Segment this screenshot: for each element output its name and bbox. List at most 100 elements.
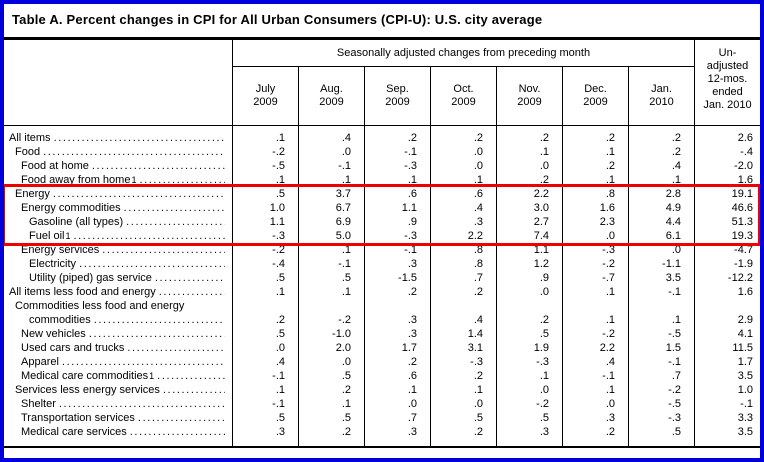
cell-month-value: .6 xyxy=(364,187,430,201)
month-year: 2009 xyxy=(517,96,542,108)
month-name: Dec. xyxy=(584,83,607,95)
cell-month-value: 2.8 xyxy=(628,187,694,201)
month-year: 2010 xyxy=(649,96,674,108)
cell-month-value: -.4 xyxy=(232,257,298,271)
month-name: Jan. xyxy=(651,83,672,95)
row-label-cell: Electricity.............................… xyxy=(4,257,232,271)
row-label-text: Fuel oil xyxy=(29,230,65,242)
row-label-cell: New vehicles............................… xyxy=(4,327,232,341)
cell-month-value: .3 xyxy=(496,425,562,446)
cell-month-value: .5 xyxy=(628,425,694,446)
month-year: 2009 xyxy=(319,96,344,108)
cell-month-value: .3 xyxy=(364,299,430,327)
cell-month-value: -.2 xyxy=(298,299,364,327)
dot-leader: ........................................… xyxy=(154,272,225,284)
dot-leader: ........................................… xyxy=(52,188,225,200)
cell-month-value: -1.5 xyxy=(364,271,430,285)
cell-month-value: .0 xyxy=(562,229,628,243)
cell-month-value: .1 xyxy=(232,173,298,187)
row-label-text: Electricity xyxy=(29,258,77,270)
cell-month-value: .0 xyxy=(496,285,562,299)
cell-month-value: .1 xyxy=(628,173,694,187)
cell-month-value: 2.2 xyxy=(562,341,628,355)
dot-leader: ........................................… xyxy=(91,160,225,172)
header-month-nov-2009: Nov. 2009 xyxy=(496,67,562,125)
cell-month-value: 3.0 xyxy=(496,201,562,215)
cell-month-value: -.2 xyxy=(232,243,298,257)
table-title: Table A. Percent changes in CPI for All … xyxy=(12,12,543,27)
cell-month-value: -.1 xyxy=(364,243,430,257)
cell-month-value: -.5 xyxy=(232,159,298,173)
cell-month-value: .1 xyxy=(562,285,628,299)
dot-leader: ........................................… xyxy=(158,286,225,298)
row-label-cell: Fuel oil 1...............................… xyxy=(29,230,225,242)
table-header: Seasonally adjusted changes from precedi… xyxy=(4,37,760,126)
cell-unadjusted-12mos: 11.5 xyxy=(694,341,760,355)
cell-month-value: .0 xyxy=(496,159,562,173)
cell-month-value: 2.2 xyxy=(496,187,562,201)
cell-month-value: .5 xyxy=(232,187,298,201)
cell-month-value: 6.9 xyxy=(298,215,364,229)
dot-leader: ........................................… xyxy=(79,258,225,270)
cell-month-value: .7 xyxy=(364,411,430,425)
dot-leader: ........................................… xyxy=(61,356,225,368)
header-month-aug-2009: Aug. 2009 xyxy=(298,67,364,125)
cell-month-value: .8 xyxy=(430,257,496,271)
cell-month-value: -.3 xyxy=(628,411,694,425)
cell-month-value: .2 xyxy=(430,425,496,446)
header-unadjusted-line: Jan. 2010 xyxy=(703,99,752,111)
cell-month-value: .6 xyxy=(430,187,496,201)
cell-month-value: 4.9 xyxy=(628,201,694,215)
cell-month-value: .5 xyxy=(430,411,496,425)
cell-month-value: .3 xyxy=(562,411,628,425)
month-name: Nov. xyxy=(518,83,541,95)
row-label-cell: Used cars and trucks....................… xyxy=(4,341,232,355)
row-label-cell: Utility (piped) gas service.............… xyxy=(4,271,232,285)
cell-month-value: .2 xyxy=(628,145,694,159)
cell-month-value: -.1 xyxy=(298,159,364,173)
cell-month-value: .2 xyxy=(562,126,628,145)
cell-month-value: 1.1 xyxy=(496,243,562,257)
cell-month-value: 1.2 xyxy=(496,257,562,271)
row-label-text: Commodities less food and energy xyxy=(15,300,185,312)
row-label-text: Energy services xyxy=(21,244,100,256)
cell-unadjusted-12mos: 3.5 xyxy=(694,425,760,446)
dot-leader: ........................................… xyxy=(139,174,225,186)
cell-unadjusted-12mos: -4.7 xyxy=(694,243,760,257)
cell-month-value: .1 xyxy=(232,383,298,397)
cell-month-value: .5 xyxy=(232,411,298,425)
row-label-cell: All items...............................… xyxy=(4,126,232,145)
row-label-text: commodities xyxy=(29,314,91,326)
month-year: 2009 xyxy=(385,96,410,108)
row-label-cell: Food....................................… xyxy=(4,145,232,159)
row-label-text: Gasoline (all types) xyxy=(29,216,124,228)
row-label-cell: Energy commodities......................… xyxy=(4,201,232,215)
cell-unadjusted-12mos: -.4 xyxy=(694,145,760,159)
cell-month-value: 6.1 xyxy=(628,229,694,243)
cell-month-value: -.1 xyxy=(232,397,298,411)
dot-leader: ........................................… xyxy=(93,314,225,326)
cell-month-value: 1.4 xyxy=(430,327,496,341)
cell-unadjusted-12mos: 46.6 xyxy=(694,201,760,215)
cell-month-value: .1 xyxy=(364,173,430,187)
cell-month-value: .0 xyxy=(562,397,628,411)
cell-month-value: 2.3 xyxy=(562,215,628,229)
row-label-text: Transportation services xyxy=(21,412,135,424)
cell-month-value: .0 xyxy=(628,243,694,257)
cell-month-value: -.1 xyxy=(298,257,364,271)
row-label-cell: Energy..................................… xyxy=(4,187,232,201)
row-label-text: Energy xyxy=(15,188,50,200)
cell-month-value: .0 xyxy=(298,145,364,159)
cell-month-value: .2 xyxy=(298,425,364,446)
cell-month-value: .2 xyxy=(232,299,298,327)
cell-month-value: -.3 xyxy=(562,243,628,257)
cell-month-value: 6.7 xyxy=(298,201,364,215)
row-label-text: Food away from home xyxy=(21,174,131,186)
cell-month-value: .4 xyxy=(430,299,496,327)
cell-month-value: .1 xyxy=(298,173,364,187)
cell-month-value: -.2 xyxy=(628,383,694,397)
cell-month-value: .1 xyxy=(562,145,628,159)
header-unadjusted-line: ended xyxy=(712,86,743,98)
cell-month-value: -.5 xyxy=(628,397,694,411)
cell-month-value: .2 xyxy=(496,126,562,145)
